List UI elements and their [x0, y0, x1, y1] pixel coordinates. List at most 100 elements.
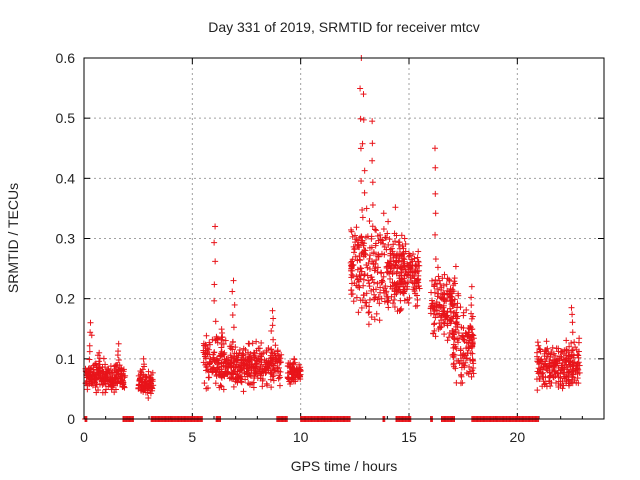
data-point — [349, 262, 356, 269]
data-point — [451, 275, 458, 282]
data-point — [203, 332, 210, 339]
data-point — [435, 273, 442, 280]
data-point — [469, 350, 476, 357]
x-axis-label: GPS time / hours — [291, 458, 398, 474]
data-point — [361, 167, 368, 174]
data-point — [254, 371, 261, 378]
data-point — [210, 368, 217, 375]
data-point — [223, 363, 230, 370]
data-point — [148, 383, 155, 390]
data-point — [245, 380, 252, 387]
data-point — [265, 364, 272, 371]
data-point — [570, 354, 577, 361]
data-point — [465, 345, 472, 352]
data-point — [457, 304, 464, 311]
data-point — [204, 384, 211, 391]
data-point — [249, 340, 256, 347]
data-point — [397, 307, 404, 314]
data-point — [147, 390, 154, 397]
data-point — [564, 364, 571, 371]
data-point — [534, 368, 541, 375]
data-point — [120, 378, 127, 385]
data-point — [390, 241, 397, 248]
data-point — [384, 230, 391, 237]
data-point — [372, 294, 379, 301]
data-point — [88, 380, 95, 387]
data-point — [205, 374, 212, 381]
data-point — [363, 205, 370, 212]
data-point — [429, 300, 436, 307]
data-point — [118, 370, 125, 377]
data-point — [246, 354, 253, 361]
data-point — [368, 314, 375, 321]
data-point — [392, 286, 399, 293]
data-point — [468, 315, 475, 322]
data-point — [403, 271, 410, 278]
data-point — [238, 359, 245, 366]
data-point — [438, 317, 445, 324]
data-point — [464, 350, 471, 357]
data-point — [99, 381, 106, 388]
data-point — [368, 274, 375, 281]
data-point — [210, 356, 217, 363]
data-point — [118, 365, 125, 372]
data-point — [202, 354, 209, 361]
data-point — [431, 308, 438, 315]
data-point — [450, 341, 457, 348]
data-point — [415, 258, 422, 265]
data-point — [569, 329, 576, 336]
data-point — [357, 115, 364, 122]
data-point — [363, 262, 370, 269]
data-point — [227, 364, 234, 371]
data-point — [384, 268, 391, 275]
data-point — [368, 287, 375, 294]
data-point — [462, 359, 469, 366]
data-point — [259, 376, 266, 383]
data-point — [145, 368, 152, 375]
data-point — [366, 255, 373, 262]
data-point — [535, 342, 542, 349]
data-point — [274, 358, 281, 365]
data-point — [549, 344, 556, 351]
data-point — [355, 283, 362, 290]
data-point — [432, 210, 439, 217]
data-point — [378, 279, 385, 286]
data-point — [374, 232, 381, 239]
data-point — [259, 383, 266, 390]
y-tick-label: 0.2 — [56, 291, 76, 307]
data-point — [468, 283, 475, 290]
data-point — [407, 274, 414, 281]
data-point — [386, 260, 393, 267]
data-point — [366, 309, 373, 316]
data-point — [470, 360, 477, 367]
data-point — [431, 281, 438, 288]
data-point — [455, 330, 462, 337]
data-point — [382, 234, 389, 241]
data-point — [110, 382, 117, 389]
data-point — [386, 261, 393, 268]
data-point — [555, 355, 562, 362]
data-point — [453, 357, 460, 364]
data-point — [564, 369, 571, 376]
data-point — [258, 339, 265, 346]
data-point — [407, 264, 414, 271]
data-point — [434, 285, 441, 292]
data-point — [432, 190, 439, 197]
data-point — [220, 386, 227, 393]
data-point — [572, 366, 579, 373]
data-point — [545, 362, 552, 369]
data-point — [414, 296, 421, 303]
data-point — [365, 321, 372, 328]
data-point — [543, 366, 550, 373]
data-point — [572, 344, 579, 351]
data-point — [252, 365, 259, 372]
data-point — [121, 384, 128, 391]
data-point — [432, 277, 439, 284]
data-point — [88, 332, 95, 339]
data-point — [108, 370, 115, 377]
data-point — [209, 336, 216, 343]
data-point — [393, 232, 400, 239]
data-point — [384, 269, 391, 276]
data-point — [376, 317, 383, 324]
x-tick-label: 10 — [293, 429, 309, 445]
